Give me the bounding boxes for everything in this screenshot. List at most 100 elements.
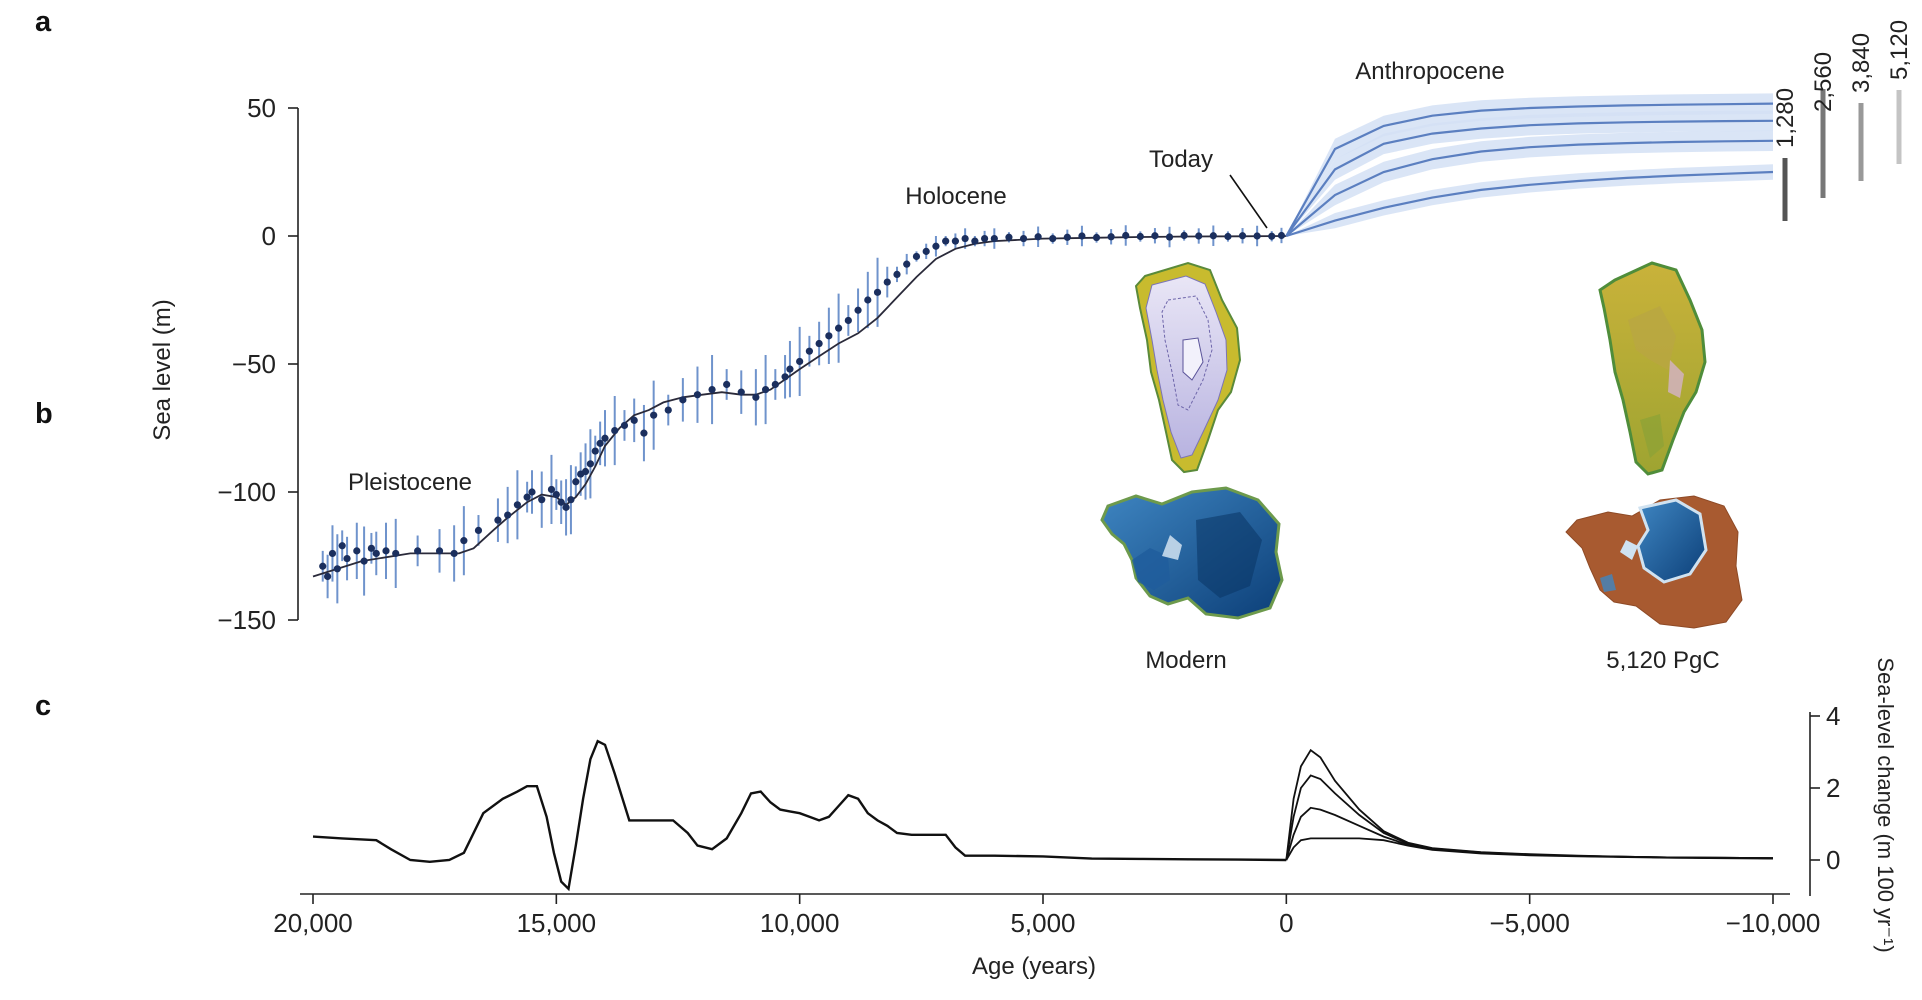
projection-band-1,280 [1286, 164, 1773, 236]
map-5120-antarctica-icon [1565, 495, 1743, 629]
data-point [1224, 232, 1232, 241]
data-point [523, 493, 531, 501]
data-point [382, 547, 390, 555]
data-point [1277, 231, 1286, 240]
x-tick-label: 15,000 [517, 908, 597, 938]
data-point [319, 562, 327, 570]
data-point [596, 439, 604, 447]
rate-line-3,840 [1285, 774, 1774, 861]
data-point [1034, 233, 1042, 241]
data-point [796, 357, 804, 366]
data-point [835, 324, 843, 332]
y-tick-label-a: −50 [232, 349, 276, 379]
data-point [1253, 232, 1261, 240]
data-point [762, 386, 770, 394]
annotation-holocene: Holocene [905, 183, 1006, 210]
data-point [572, 478, 580, 486]
y-tick-label-a: −100 [217, 477, 276, 507]
annotation-pleistocene: Pleistocene [348, 469, 472, 496]
data-point [513, 501, 522, 509]
projection-lines [1285, 102, 1774, 238]
data-point [630, 416, 638, 424]
data-point [360, 557, 368, 565]
data-point [1005, 233, 1013, 241]
annotation-today: Today [1149, 146, 1213, 173]
data-point [1195, 232, 1203, 240]
x-tick-label: 20,000 [273, 908, 353, 938]
data-point [591, 447, 599, 455]
data-point [392, 549, 400, 558]
data-point [737, 388, 745, 396]
data-point [414, 547, 422, 555]
x-tick-label: −5,000 [1490, 908, 1570, 938]
panel-letter-a: a [35, 6, 52, 38]
data-point [844, 316, 852, 325]
y-tick-label-c: 4 [1826, 701, 1840, 731]
data-point [883, 278, 891, 286]
map-label-5120: 5,120 PgC [1606, 647, 1719, 674]
data-point [1063, 233, 1071, 241]
legend-label-1280: 1,280 [1772, 88, 1799, 148]
map-label-modern: Modern [1145, 647, 1226, 674]
map-modern-greenland-icon [1134, 261, 1242, 474]
legend-label-2560: 2,560 [1810, 52, 1837, 112]
data-point [1151, 232, 1159, 240]
data-point [650, 411, 658, 419]
data-point [942, 237, 950, 245]
data-point [951, 237, 960, 245]
data-point [723, 380, 731, 389]
data-point [474, 526, 483, 535]
data-point [586, 460, 595, 468]
annotation-anthropocene: Anthropocene [1355, 58, 1504, 85]
projection-line-1,280 [1285, 170, 1774, 238]
data-point [903, 260, 911, 268]
data-point [1180, 231, 1188, 240]
data-point [494, 516, 502, 524]
data-point [825, 332, 833, 340]
data-point [1122, 231, 1130, 240]
rate-line-past [312, 739, 1287, 892]
data-point [1238, 232, 1247, 240]
data-point [460, 537, 468, 545]
data-point [693, 391, 702, 399]
projection-band-3,840 [1286, 110, 1773, 236]
data-point [562, 503, 570, 511]
projection-uncertainty-bands [1286, 93, 1773, 237]
data-point [528, 488, 536, 496]
data-point [786, 365, 794, 373]
legend-label-5120: 5,120 [1886, 20, 1913, 80]
x-tick-label: 0 [1279, 908, 1293, 938]
data-point [961, 234, 969, 243]
data-point [552, 490, 560, 499]
data-point [1209, 232, 1217, 240]
data-point [435, 547, 444, 555]
data-point [912, 252, 921, 261]
projection-band-5,120 [1286, 93, 1773, 237]
data-point [932, 242, 940, 250]
data-point [343, 554, 351, 563]
data-point [1078, 232, 1086, 240]
data-point [990, 234, 998, 243]
axes: 50 0 −50 −100 −150 20,000 15,000 10,000 5,000 0 −5… [217, 93, 1840, 938]
y-tick-label-c: 0 [1826, 845, 1840, 875]
rate-panel [312, 739, 1774, 892]
projection-line-2,560 [1285, 139, 1774, 237]
x-tick-label: 10,000 [760, 908, 840, 938]
data-point [620, 421, 629, 430]
projection-line-5,120 [1285, 102, 1774, 237]
data-point [557, 498, 565, 506]
map-modern-antarctica-icon [1100, 486, 1284, 620]
scenario-legend: 1,280 2,560 3,840 5,120 [1772, 20, 1913, 221]
today-pointer-line [1229, 174, 1268, 229]
ylabel-a: Sea level (m) [149, 299, 176, 440]
ylabel-c: Sea-level change (m 100 yr⁻¹) [1873, 657, 1898, 952]
data-point [372, 549, 380, 558]
map-5120-greenland-icon [1598, 261, 1707, 476]
data-point [781, 373, 789, 381]
data-point [873, 288, 882, 296]
panel-letter-c: c [35, 690, 52, 722]
panel-letter-b: b [35, 398, 53, 430]
data-point [752, 393, 760, 401]
